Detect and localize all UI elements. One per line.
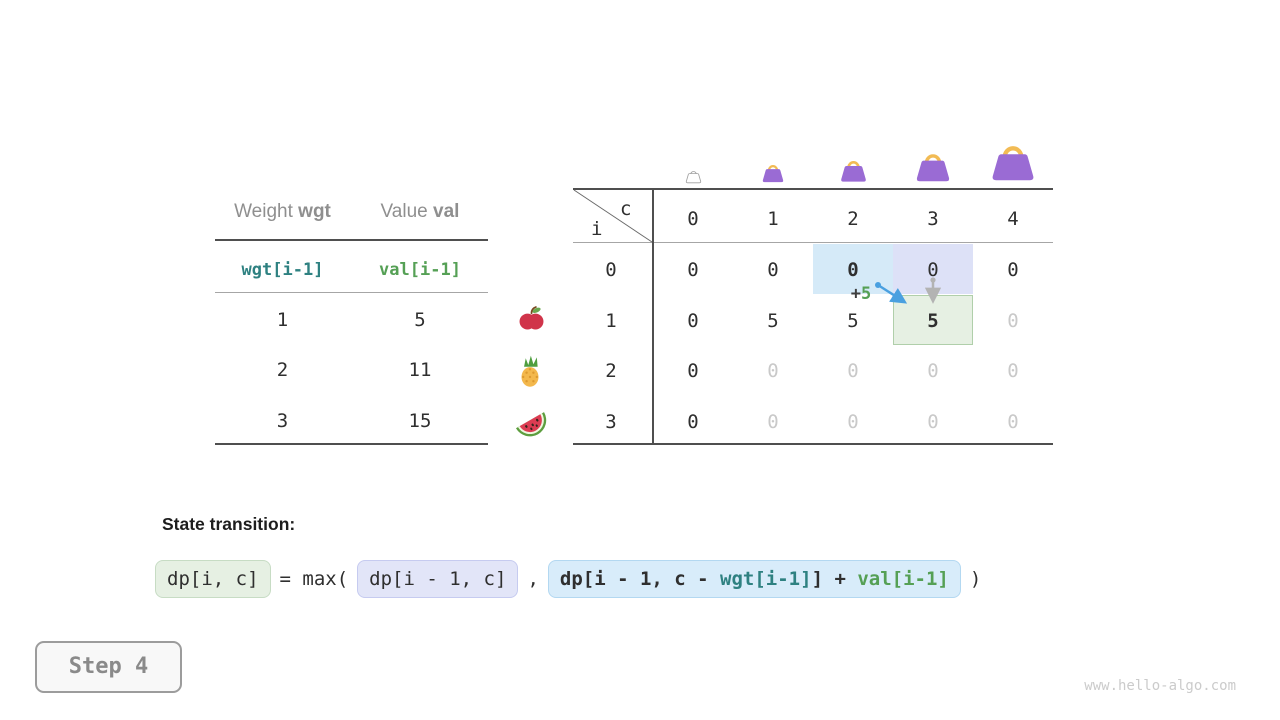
- item-table-weight-header: Weight wgt: [215, 201, 350, 223]
- dp-table-bottom-rule: [573, 443, 1053, 445]
- dp-corner-diagonal: [573, 189, 653, 243]
- dp-cell-3-2: 0: [847, 411, 859, 433]
- transition-add-annotation: +5: [834, 284, 888, 304]
- dp-cell-1-1: 5: [767, 310, 779, 332]
- dp-cell-1-3: 5: [927, 310, 939, 332]
- dp-cell-3-3: 0: [927, 411, 939, 433]
- dp-cell-0-4: 0: [1007, 259, 1019, 281]
- annotation-plus: +: [850, 284, 861, 304]
- value-code-label: val: [433, 201, 460, 222]
- formula-term-take: dp[i - 1, c - wgt[i-1]] + val[i-1]: [547, 560, 961, 598]
- dp-cell-3-4: 0: [1007, 411, 1019, 433]
- item-value-2: 11: [408, 359, 432, 381]
- item-value-3: 15: [408, 410, 432, 432]
- item-table-bottom-rule: [215, 443, 488, 445]
- pineapple-icon: [513, 352, 547, 390]
- dp-cell-2-1: 0: [767, 360, 779, 382]
- item-table-wgt-expr: wgt[i-1]: [241, 260, 324, 280]
- annotation-value: 5: [861, 284, 872, 304]
- formula-term-skip: dp[i - 1, c]: [357, 560, 519, 598]
- bag-icon-capacity-4: [989, 138, 1037, 184]
- item-weight-1: 1: [276, 309, 289, 331]
- formula-take-prefix: dp[i - 1, c -: [559, 568, 721, 590]
- item-table-index-rule: [215, 292, 488, 293]
- formula-take-wgt: wgt[i-1]: [720, 568, 812, 590]
- item-weight-3: 3: [276, 410, 289, 432]
- dp-col-header-0: 0: [687, 208, 699, 230]
- dp-cell-0-1: 0: [767, 259, 779, 281]
- dp-cell-1-4: 0: [1007, 310, 1019, 332]
- dp-cell-2-4: 0: [1007, 360, 1019, 382]
- dp-cell-0-3: 0: [927, 259, 939, 281]
- formula-comma: ,: [527, 568, 539, 590]
- dp-col-header-3: 3: [927, 208, 939, 230]
- formula-take-val: val[i-1]: [857, 568, 949, 590]
- weight-code-label: wgt: [298, 201, 331, 222]
- dp-row-header-0: 0: [605, 259, 617, 281]
- item-weight-2: 2: [276, 359, 289, 381]
- item-table-val-expr: val[i-1]: [379, 260, 461, 280]
- dp-corner-row-var: i: [591, 218, 603, 240]
- dp-col-header-4: 4: [1007, 208, 1019, 230]
- formula-term-current: dp[i, c]: [155, 560, 271, 598]
- item-value-1: 5: [414, 309, 426, 331]
- value-label: Value: [380, 201, 428, 222]
- state-transition-label: State transition:: [162, 514, 296, 534]
- formula-eq-max: = max(: [279, 568, 349, 590]
- dp-col-header-1: 1: [767, 208, 779, 230]
- formula-close-paren: ): [969, 568, 982, 590]
- bag-icon-capacity-3: [914, 148, 952, 184]
- formula-take-mid: ] +: [811, 568, 858, 590]
- dp-cell-1-0: 0: [687, 310, 699, 332]
- item-table-header-rule: [215, 239, 488, 241]
- dp-cell-0-2: 0: [847, 259, 859, 281]
- bag-icon-capacity-1: [761, 161, 785, 184]
- state-transition-formula: dp[i, c] = max( dp[i - 1, c] , dp[i - 1,…: [155, 560, 990, 598]
- apple-icon: [517, 304, 546, 334]
- dp-cell-3-1: 0: [767, 411, 779, 433]
- weight-label: Weight: [234, 201, 293, 222]
- bag-icon-capacity-2: [839, 156, 868, 184]
- dp-cell-1-2: 5: [847, 310, 859, 332]
- dp-cell-0-0: 0: [687, 259, 699, 281]
- dp-cell-2-2: 0: [847, 360, 859, 382]
- dp-table-header-rule: [573, 242, 1053, 243]
- bag-icon-capacity-0: [685, 168, 702, 184]
- dp-cell-3-0: 0: [687, 411, 699, 433]
- dp-corner-col-var: c: [620, 198, 632, 220]
- watermark: www.hello-algo.com: [1084, 678, 1236, 694]
- dp-table-vertical-rule: [652, 188, 654, 445]
- dp-cell-2-3: 0: [927, 360, 939, 382]
- dp-row-header-1: 1: [605, 310, 617, 332]
- dp-cell-2-0: 0: [687, 360, 699, 382]
- dp-row-header-3: 3: [605, 411, 617, 433]
- item-table-value-header: Value val: [350, 201, 490, 223]
- dp-row-header-2: 2: [605, 360, 617, 382]
- dp-table-top-rule: [573, 188, 1053, 190]
- dp-col-header-2: 2: [847, 208, 859, 230]
- step-badge[interactable]: Step 4: [35, 641, 182, 693]
- watermelon-icon: [512, 404, 548, 440]
